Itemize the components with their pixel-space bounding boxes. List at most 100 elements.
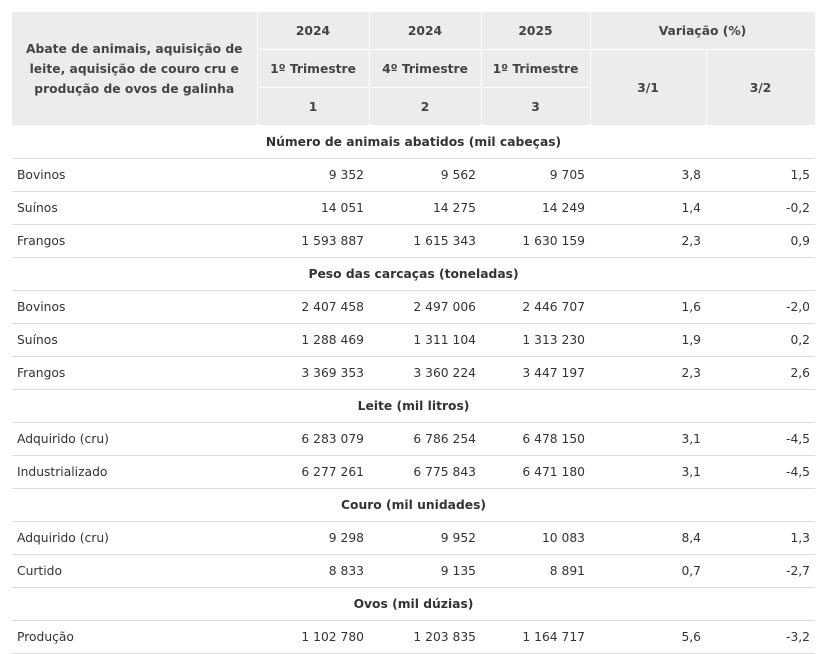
- table-row: Bovinos 2 407 458 2 497 006 2 446 707 1,6 -2,…: [12, 290, 816, 324]
- section-header-row: Leite (mil litros): [12, 389, 816, 423]
- table-cell: 2 446 707: [481, 290, 590, 324]
- section-header-row: Couro (mil unidades): [12, 488, 816, 522]
- table-cell: 14 249: [481, 191, 590, 225]
- table-row: Bovinos 9 352 9 562 9 705 3,8 1,5: [12, 158, 816, 192]
- table-cell: 0,9: [706, 224, 816, 258]
- row-label: Suínos: [12, 191, 257, 225]
- table-cell: 3 360 224: [369, 356, 481, 390]
- table-cell: 1 311 104: [369, 323, 481, 357]
- header-index-2: 2: [369, 87, 482, 126]
- table-cell: 3,1: [590, 455, 706, 489]
- row-label: Produção: [12, 620, 257, 654]
- header-variation-3-2: 3/2: [706, 49, 816, 126]
- table-cell: 1 313 230: [481, 323, 590, 357]
- table-cell: -4,5: [706, 422, 816, 456]
- section-title: Couro (mil unidades): [12, 488, 816, 522]
- table-cell: 1 288 469: [257, 323, 369, 357]
- table-header: Abate de animais, aquisição de leite, aq…: [12, 12, 816, 126]
- header-year-3: 2025: [481, 12, 591, 50]
- table-cell: 6 786 254: [369, 422, 481, 456]
- header-quarter-2: 4º Trimestre: [369, 49, 482, 88]
- table-cell: 1,9: [590, 323, 706, 357]
- table-row: Produção 1 102 780 1 203 835 1 164 717 5,6 -3…: [12, 620, 816, 654]
- data-table: Abate de animais, aquisição de leite, aq…: [12, 12, 816, 654]
- header-index-1: 1: [257, 87, 370, 126]
- table-cell: -3,2: [706, 620, 816, 654]
- table-cell: 0,7: [590, 554, 706, 588]
- header-variation: Variação (%): [590, 12, 816, 50]
- header-quarter-3: 1º Trimestre: [481, 49, 591, 88]
- table-row: Industrializado 6 277 261 6 775 843 6 471 1…: [12, 455, 816, 489]
- table-cell: 1,4: [590, 191, 706, 225]
- row-label: Frangos: [12, 224, 257, 258]
- table-cell: 2,6: [706, 356, 816, 390]
- table-cell: 1 630 159: [481, 224, 590, 258]
- header-year-2: 2024: [369, 12, 482, 50]
- row-label: Industrializado: [12, 455, 257, 489]
- row-label: Frangos: [12, 356, 257, 390]
- table-cell: 6 277 261: [257, 455, 369, 489]
- table-cell: 9 562: [369, 158, 481, 192]
- row-label: Bovinos: [12, 290, 257, 324]
- table-cell: -2,7: [706, 554, 816, 588]
- table-row: Adquirido (cru) 9 298 9 952 10 083 8,4 1,3: [12, 521, 816, 555]
- table-cell: 8,4: [590, 521, 706, 555]
- table-cell: -0,2: [706, 191, 816, 225]
- table-cell: 9 298: [257, 521, 369, 555]
- table-cell: 6 471 180: [481, 455, 590, 489]
- table-cell: 1,3: [706, 521, 816, 555]
- table-cell: 3 447 197: [481, 356, 590, 390]
- table-cell: 9 705: [481, 158, 590, 192]
- header-variation-3-1: 3/1: [590, 49, 707, 126]
- table-cell: -2,0: [706, 290, 816, 324]
- section-title: Leite (mil litros): [12, 389, 816, 423]
- table-cell: 10 083: [481, 521, 590, 555]
- table-cell: 9 135: [369, 554, 481, 588]
- header-index-3: 3: [481, 87, 591, 126]
- table-cell: 6 283 079: [257, 422, 369, 456]
- row-label: Adquirido (cru): [12, 521, 257, 555]
- table-cell: 1 164 717: [481, 620, 590, 654]
- section-header-row: Número de animais abatidos (mil cabeças): [12, 125, 816, 159]
- table-cell: 9 952: [369, 521, 481, 555]
- table-cell: 1,5: [706, 158, 816, 192]
- table-cell: 3 369 353: [257, 356, 369, 390]
- section-header-row: Ovos (mil dúzias): [12, 587, 816, 621]
- section-title: Número de animais abatidos (mil cabeças): [12, 125, 816, 159]
- row-label: Suínos: [12, 323, 257, 357]
- header-year-1: 2024: [257, 12, 370, 50]
- table-row: Adquirido (cru) 6 283 079 6 786 254 6 478 1…: [12, 422, 816, 456]
- table-row: Suínos 1 288 469 1 311 104 1 313 230 1,9 0,2: [12, 323, 816, 357]
- section-title: Peso das carcaças (toneladas): [12, 257, 816, 291]
- row-label: Bovinos: [12, 158, 257, 192]
- table-cell: 5,6: [590, 620, 706, 654]
- table-cell: 1 203 835: [369, 620, 481, 654]
- table-cell: 2 497 006: [369, 290, 481, 324]
- header-stub: Abate de animais, aquisição de leite, aq…: [12, 12, 258, 126]
- table-cell: 14 275: [369, 191, 481, 225]
- table-cell: 8 833: [257, 554, 369, 588]
- table-row: Frangos 1 593 887 1 615 343 1 630 159 2,3 0,9: [12, 224, 816, 258]
- table-cell: 2,3: [590, 356, 706, 390]
- table-cell: 6 478 150: [481, 422, 590, 456]
- table-cell: 3,8: [590, 158, 706, 192]
- section-header-row: Peso das carcaças (toneladas): [12, 257, 816, 291]
- table-cell: 1 102 780: [257, 620, 369, 654]
- table-cell: 0,2: [706, 323, 816, 357]
- table-cell: 1 615 343: [369, 224, 481, 258]
- row-label: Adquirido (cru): [12, 422, 257, 456]
- header-quarter-1: 1º Trimestre: [257, 49, 370, 88]
- table-cell: 8 891: [481, 554, 590, 588]
- table-cell: 6 775 843: [369, 455, 481, 489]
- table-cell: -4,5: [706, 455, 816, 489]
- table-row: Suínos 14 051 14 275 14 249 1,4 -0,2: [12, 191, 816, 225]
- table-cell: 1 593 887: [257, 224, 369, 258]
- table-cell: 1,6: [590, 290, 706, 324]
- table-body: Número de animais abatidos (mil cabeças)…: [12, 125, 816, 654]
- table-cell: 2,3: [590, 224, 706, 258]
- table-cell: 9 352: [257, 158, 369, 192]
- row-label: Curtido: [12, 554, 257, 588]
- table-cell: 14 051: [257, 191, 369, 225]
- section-title: Ovos (mil dúzias): [12, 587, 816, 621]
